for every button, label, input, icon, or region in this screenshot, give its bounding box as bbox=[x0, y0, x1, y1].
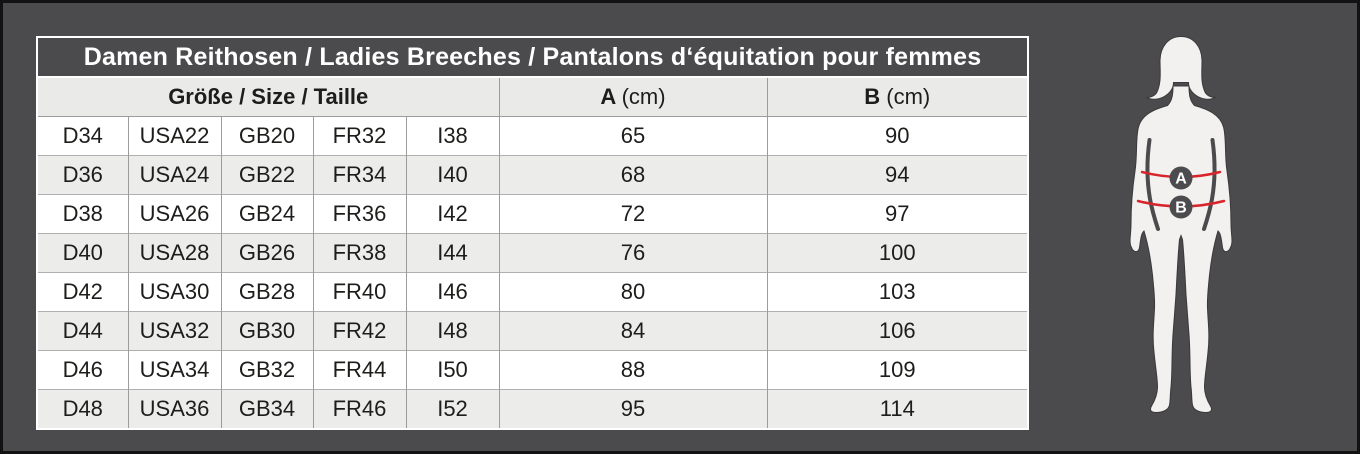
cell-gb: GB30 bbox=[220, 311, 313, 351]
size-chart-table: Damen Reithosen / Ladies Breeches / Pant… bbox=[36, 36, 1030, 430]
hair-silhouette-shape bbox=[1146, 35, 1216, 100]
cell-b: 109 bbox=[766, 350, 1029, 390]
cell-b: 114 bbox=[766, 389, 1029, 429]
cell-b: 90 bbox=[766, 116, 1029, 156]
cell-i: I42 bbox=[405, 194, 499, 234]
cell-gb: GB28 bbox=[220, 272, 313, 312]
cell-b: 100 bbox=[766, 233, 1029, 273]
col-a-unit: (cm) bbox=[621, 84, 666, 109]
right-arm-gap bbox=[1202, 138, 1217, 231]
cell-usa: USA22 bbox=[127, 116, 221, 156]
cell-fr: FR38 bbox=[312, 233, 406, 273]
cell-d: D38 bbox=[37, 194, 128, 234]
measurement-figure: A B bbox=[1126, 34, 1238, 414]
cell-i: I48 bbox=[405, 311, 499, 351]
left-arm-gap bbox=[1145, 138, 1160, 231]
size-header: Größe / Size / Taille bbox=[37, 77, 499, 117]
cell-usa: USA24 bbox=[127, 155, 221, 195]
col-b-header: B (cm) bbox=[766, 77, 1029, 117]
marker-a-circle bbox=[1169, 166, 1193, 190]
cell-usa: USA36 bbox=[127, 389, 221, 429]
table-title: Damen Reithosen / Ladies Breeches / Pant… bbox=[37, 37, 1029, 78]
cell-i: I46 bbox=[405, 272, 499, 312]
cell-d: D36 bbox=[37, 155, 128, 195]
marker-a-label: A bbox=[1175, 171, 1187, 188]
marker-b-circle bbox=[1169, 195, 1193, 219]
cell-a: 95 bbox=[498, 389, 767, 429]
table-row: D44 USA32 GB30 FR42 I48 84 106 bbox=[37, 311, 1029, 351]
cell-a: 68 bbox=[498, 155, 767, 195]
table-row: D40 USA28 GB26 FR38 I44 76 100 bbox=[37, 233, 1029, 273]
cell-i: I50 bbox=[405, 350, 499, 390]
table-subheader-row: Größe / Size / Taille A (cm) B (cm) bbox=[37, 77, 1029, 117]
cell-b: 106 bbox=[766, 311, 1029, 351]
cell-d: D40 bbox=[37, 233, 128, 273]
cell-b: 94 bbox=[766, 155, 1029, 195]
cell-fr: FR32 bbox=[312, 116, 406, 156]
cell-fr: FR46 bbox=[312, 389, 406, 429]
cell-fr: FR36 bbox=[312, 194, 406, 234]
cell-gb: GB20 bbox=[220, 116, 313, 156]
table-row: D46 USA34 GB32 FR44 I50 88 109 bbox=[37, 350, 1029, 390]
cell-d: D44 bbox=[37, 311, 128, 351]
marker-b-label: B bbox=[1175, 200, 1187, 217]
cell-d: D48 bbox=[37, 389, 128, 429]
cell-usa: USA34 bbox=[127, 350, 221, 390]
cell-gb: GB22 bbox=[220, 155, 313, 195]
cell-gb: GB32 bbox=[220, 350, 313, 390]
col-a-label: A bbox=[600, 84, 616, 109]
cell-a: 84 bbox=[498, 311, 767, 351]
cell-i: I38 bbox=[405, 116, 499, 156]
cell-usa: USA28 bbox=[127, 233, 221, 273]
table-row: D42 USA30 GB28 FR40 I46 80 103 bbox=[37, 272, 1029, 312]
cell-fr: FR42 bbox=[312, 311, 406, 351]
table-title-row: Damen Reithosen / Ladies Breeches / Pant… bbox=[37, 37, 1029, 78]
table-row: D36 USA24 GB22 FR34 I40 68 94 bbox=[37, 155, 1029, 195]
female-silhouette: A B bbox=[1129, 35, 1233, 414]
cell-i: I52 bbox=[405, 389, 499, 429]
cell-d: D42 bbox=[37, 272, 128, 312]
table-row: D38 USA26 GB24 FR36 I42 72 97 bbox=[37, 194, 1029, 234]
cell-d: D46 bbox=[37, 350, 128, 390]
table-row: D48 USA36 GB34 FR46 I52 95 114 bbox=[37, 389, 1029, 429]
cell-a: 88 bbox=[498, 350, 767, 390]
cell-i: I44 bbox=[405, 233, 499, 273]
cell-fr: FR44 bbox=[312, 350, 406, 390]
cell-fr: FR34 bbox=[312, 155, 406, 195]
cell-gb: GB34 bbox=[220, 389, 313, 429]
cell-usa: USA26 bbox=[127, 194, 221, 234]
cell-b: 103 bbox=[766, 272, 1029, 312]
cell-fr: FR40 bbox=[312, 272, 406, 312]
table-row: D34 USA22 GB20 FR32 I38 65 90 bbox=[37, 116, 1029, 156]
cell-a: 72 bbox=[498, 194, 767, 234]
cell-gb: GB26 bbox=[220, 233, 313, 273]
cell-a: 76 bbox=[498, 233, 767, 273]
body-silhouette-shape bbox=[1129, 85, 1233, 414]
col-a-header: A (cm) bbox=[498, 77, 767, 117]
cell-b: 97 bbox=[766, 194, 1029, 234]
cell-gb: GB24 bbox=[220, 194, 313, 234]
cell-a: 65 bbox=[498, 116, 767, 156]
cell-d: D34 bbox=[37, 116, 128, 156]
cell-i: I40 bbox=[405, 155, 499, 195]
cell-usa: USA32 bbox=[127, 311, 221, 351]
col-b-unit: (cm) bbox=[886, 84, 931, 109]
cell-usa: USA30 bbox=[127, 272, 221, 312]
cell-a: 80 bbox=[498, 272, 767, 312]
col-b-label: B bbox=[864, 84, 881, 109]
